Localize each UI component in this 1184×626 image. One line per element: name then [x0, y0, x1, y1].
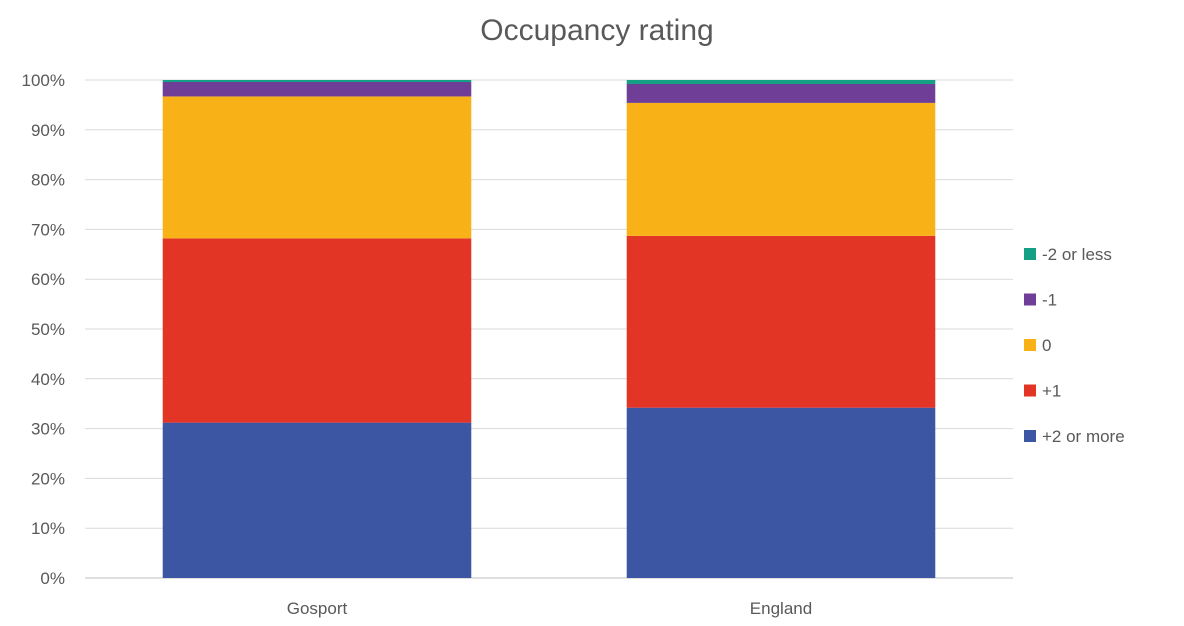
- bar-segment: [162, 80, 472, 82]
- legend: -2 or less -1 0 +1 +2 or more: [1024, 245, 1125, 446]
- y-tick-label: 90%: [31, 121, 65, 140]
- y-tick-label: 20%: [31, 469, 65, 488]
- bar-segment: [626, 83, 936, 103]
- y-tick-label: 40%: [31, 370, 65, 389]
- y-axis-ticks: 0% 10% 20% 30% 40% 50% 60% 70% 80% 90% 100%: [22, 71, 65, 588]
- legend-swatch: [1024, 430, 1036, 442]
- y-tick-label: 100%: [22, 71, 65, 90]
- chart-title: Occupancy rating: [480, 14, 713, 47]
- bar-segment: [626, 102, 936, 236]
- x-tick-label: England: [750, 599, 812, 618]
- legend-swatch: [1024, 248, 1036, 260]
- legend-label: 0: [1042, 336, 1051, 355]
- legend-label: -2 or less: [1042, 245, 1112, 264]
- y-tick-label: 80%: [31, 171, 65, 190]
- y-tick-label: 0%: [40, 569, 65, 588]
- bar-segment: [162, 422, 472, 578]
- x-axis-ticks: Gosport England: [287, 599, 812, 618]
- x-tick-label: Gosport: [287, 599, 348, 618]
- bar-segment: [162, 96, 472, 239]
- y-tick-label: 60%: [31, 270, 65, 289]
- y-tick-label: 50%: [31, 320, 65, 339]
- legend-label: -1: [1042, 291, 1057, 310]
- bars: [162, 80, 936, 578]
- legend-swatch: [1024, 339, 1036, 351]
- y-tick-label: 70%: [31, 220, 65, 239]
- bar-segment: [626, 407, 936, 578]
- y-tick-label: 10%: [31, 519, 65, 538]
- y-tick-label: 30%: [31, 420, 65, 439]
- bar-segment: [626, 80, 936, 84]
- legend-swatch: [1024, 293, 1036, 306]
- bar-segment: [162, 81, 472, 97]
- bar-segment: [162, 238, 472, 423]
- legend-swatch: [1024, 384, 1036, 397]
- legend-label: +2 or more: [1042, 427, 1125, 446]
- legend-label: +1: [1042, 382, 1061, 401]
- bar-segment: [626, 235, 936, 408]
